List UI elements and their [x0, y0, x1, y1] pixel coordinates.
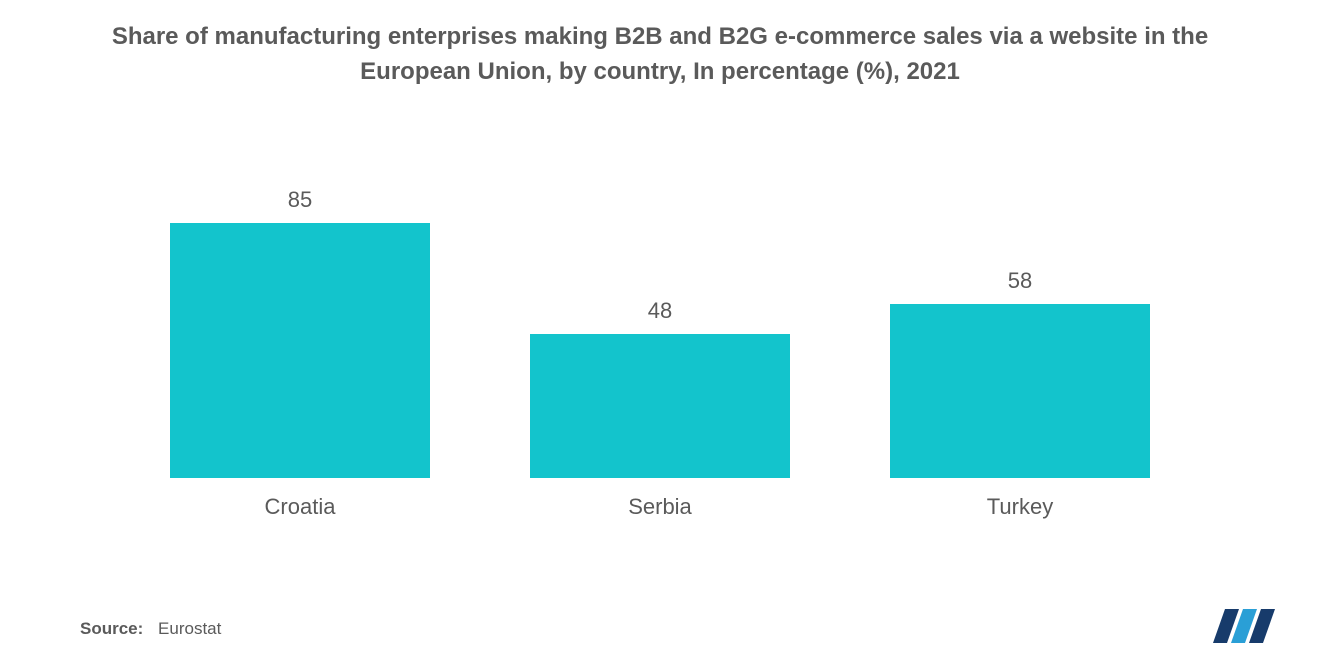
bar-group: 58 Turkey — [890, 268, 1150, 520]
bar-value-label: 48 — [648, 298, 672, 324]
bar-value-label: 58 — [1008, 268, 1032, 294]
source-line: Source: Eurostat — [80, 619, 221, 639]
bar-value-label: 85 — [288, 187, 312, 213]
bar-category-label: Turkey — [987, 494, 1053, 520]
bar — [170, 223, 430, 478]
source-label: Source: — [80, 619, 143, 638]
bar-category-label: Serbia — [628, 494, 692, 520]
bar-category-label: Croatia — [265, 494, 336, 520]
chart-plot-area: 85 Croatia 48 Serbia 58 Turkey — [80, 150, 1240, 520]
bar-group: 48 Serbia — [530, 298, 790, 520]
brand-logo-icon — [1213, 609, 1285, 643]
bar — [530, 334, 790, 478]
source-value: Eurostat — [158, 619, 221, 638]
bar — [890, 304, 1150, 478]
bar-group: 85 Croatia — [170, 187, 430, 520]
chart-container: Share of manufacturing enterprises makin… — [0, 0, 1320, 665]
chart-title: Share of manufacturing enterprises makin… — [110, 20, 1210, 90]
